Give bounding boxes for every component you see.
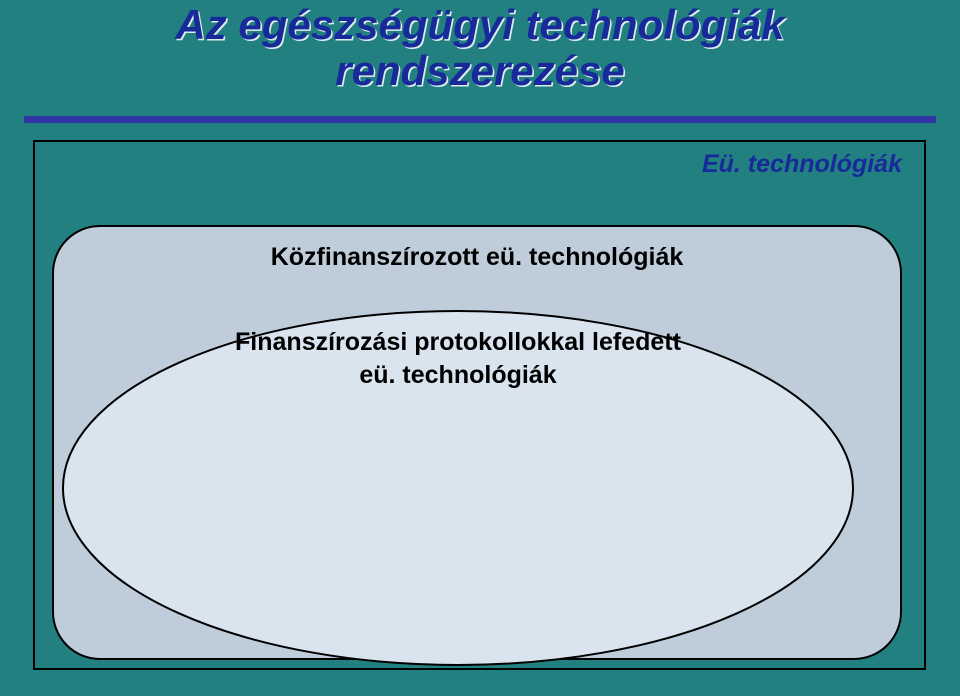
title-block: Az egészségügyi technológiák rendszerezé…	[0, 2, 960, 94]
slide: Az egészségügyi technológiák rendszerezé…	[0, 0, 960, 696]
ellipse-label: Finanszírozási protokollokkal lefedett e…	[58, 326, 858, 391]
ellipse-label-line-1: Finanszírozási protokollokkal lefedett	[235, 328, 681, 356]
outer-panel-label: Eü. technológiák	[702, 150, 902, 179]
slide-title: Az egészségügyi technológiák rendszerezé…	[0, 2, 960, 94]
title-underline	[24, 116, 936, 123]
title-line-2: rendszerezése	[0, 48, 960, 94]
title-line-1: Az egészségügyi technológiák	[0, 2, 960, 48]
inner-panel-label: Közfinanszírozott eü. technológiák	[54, 243, 900, 272]
inner-rounded-panel: Közfinanszírozott eü. technológiák	[52, 225, 902, 660]
ellipse-label-line-2: eü. technológiák	[359, 361, 556, 389]
